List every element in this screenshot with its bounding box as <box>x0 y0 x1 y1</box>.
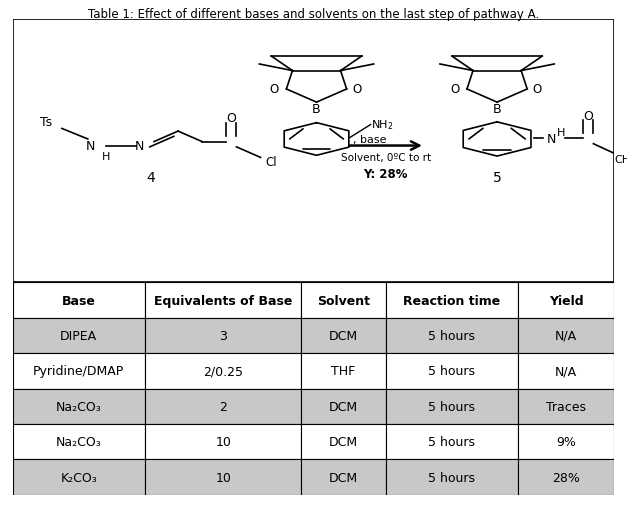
Bar <box>386 318 518 353</box>
Bar <box>13 460 145 495</box>
Text: 2/0.25: 2/0.25 <box>203 365 243 378</box>
Text: N/A: N/A <box>556 365 577 378</box>
Text: Y: 28%: Y: 28% <box>364 167 408 180</box>
Text: N: N <box>134 140 144 153</box>
Text: H: H <box>557 128 566 138</box>
Bar <box>518 389 614 424</box>
Bar <box>302 389 386 424</box>
Text: O: O <box>352 82 361 95</box>
Text: 5 hours: 5 hours <box>428 400 475 413</box>
Bar <box>302 354 386 389</box>
Text: B: B <box>312 103 321 116</box>
Bar <box>386 389 518 424</box>
Text: O: O <box>583 110 593 123</box>
Text: Solvent, 0ºC to rt: Solvent, 0ºC to rt <box>340 153 431 163</box>
Bar <box>145 354 302 389</box>
Text: DIPEA: DIPEA <box>60 329 97 342</box>
Text: Solvent: Solvent <box>317 294 370 307</box>
Text: B: B <box>493 103 502 116</box>
Text: 9%: 9% <box>556 435 576 448</box>
Bar <box>13 283 145 318</box>
Bar <box>386 283 518 318</box>
Text: Ts: Ts <box>40 116 51 129</box>
Text: CH: CH <box>614 155 627 165</box>
Text: , base: , base <box>352 135 386 144</box>
Bar <box>518 283 614 318</box>
Text: O: O <box>533 82 542 95</box>
Bar <box>13 389 145 424</box>
Bar <box>145 460 302 495</box>
Bar <box>518 318 614 353</box>
Text: O: O <box>270 82 279 95</box>
Bar <box>386 354 518 389</box>
Bar <box>145 389 302 424</box>
Bar <box>386 424 518 460</box>
Text: O: O <box>450 82 460 95</box>
Text: H: H <box>102 152 110 162</box>
Text: Na₂CO₃: Na₂CO₃ <box>56 435 102 448</box>
Text: 28%: 28% <box>552 471 580 484</box>
Text: 5 hours: 5 hours <box>428 471 475 484</box>
Text: Traces: Traces <box>546 400 586 413</box>
Text: NH$_2$: NH$_2$ <box>371 118 393 132</box>
Text: Yield: Yield <box>549 294 584 307</box>
Text: DCM: DCM <box>329 471 358 484</box>
Bar <box>386 460 518 495</box>
Bar <box>518 424 614 460</box>
Text: 5 hours: 5 hours <box>428 435 475 448</box>
Bar <box>302 318 386 353</box>
Text: 10: 10 <box>215 435 231 448</box>
Text: 2: 2 <box>219 400 227 413</box>
Text: Equivalents of Base: Equivalents of Base <box>154 294 292 307</box>
Text: 4: 4 <box>147 171 155 185</box>
Text: 5 hours: 5 hours <box>428 365 475 378</box>
Text: 5 hours: 5 hours <box>428 329 475 342</box>
Text: 10: 10 <box>215 471 231 484</box>
Bar <box>518 460 614 495</box>
Text: 5: 5 <box>493 171 502 185</box>
Bar <box>518 354 614 389</box>
Bar <box>302 424 386 460</box>
Text: O: O <box>226 112 236 125</box>
Text: Pyridine/DMAP: Pyridine/DMAP <box>33 365 124 378</box>
Bar <box>145 424 302 460</box>
Text: N: N <box>547 133 556 145</box>
Text: Reaction time: Reaction time <box>403 294 500 307</box>
Text: Base: Base <box>62 294 96 307</box>
Text: 3: 3 <box>219 329 227 342</box>
Bar <box>302 460 386 495</box>
Text: N/A: N/A <box>556 329 577 342</box>
Text: DCM: DCM <box>329 400 358 413</box>
Text: DCM: DCM <box>329 435 358 448</box>
Bar <box>13 318 145 353</box>
Text: DCM: DCM <box>329 329 358 342</box>
Text: Na₂CO₃: Na₂CO₃ <box>56 400 102 413</box>
Text: Table 1: Effect of different bases and solvents on the last step of pathway A.: Table 1: Effect of different bases and s… <box>88 8 539 21</box>
Bar <box>13 424 145 460</box>
Text: Cl: Cl <box>266 156 277 169</box>
Bar <box>145 318 302 353</box>
Bar <box>145 283 302 318</box>
Bar <box>302 283 386 318</box>
Text: N: N <box>86 140 95 153</box>
Text: K₂CO₃: K₂CO₃ <box>60 471 97 484</box>
Bar <box>13 354 145 389</box>
Text: THF: THF <box>332 365 356 378</box>
